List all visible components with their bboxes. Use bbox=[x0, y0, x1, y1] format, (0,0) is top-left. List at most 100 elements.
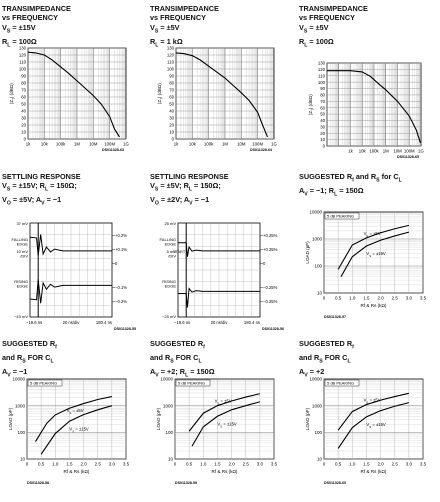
y-left-label: −43 mV bbox=[14, 314, 28, 319]
x-tick-label: 2.5 bbox=[243, 462, 250, 467]
x-tick-label: 0.5 bbox=[335, 296, 342, 301]
y-tick-label: 0 bbox=[24, 137, 27, 142]
y-tick-label: 90 bbox=[320, 86, 325, 91]
chart-svg: 25 mV FALLING EDGE 5 mV/DIV RISING EDGE −25 mV… bbox=[160, 221, 284, 331]
x-tick-label: 20 ns/div bbox=[63, 320, 81, 325]
x-tick-label: −19.6 ns bbox=[26, 320, 42, 325]
chart-panel-8: SUGGESTED Rf and RS FOR CL AV = +2; RL = 1… bbox=[148, 335, 294, 502]
x-tick-label: 1.5 bbox=[363, 462, 370, 467]
doc-code: DS011328-58 bbox=[27, 481, 49, 485]
peaking-box bbox=[27, 379, 63, 387]
y-tick-label: 10000 bbox=[12, 377, 25, 382]
y-tick-label: 50 bbox=[320, 112, 325, 117]
chart-title-line: SETTLING RESPONSE bbox=[2, 172, 81, 181]
y-tick-label: 20 bbox=[320, 131, 325, 136]
x-tick-label: 3.0 bbox=[406, 462, 413, 467]
chart-title: TRANSIMPEDANCE vs FREQUENCY VS = ±5V RL = 1… bbox=[150, 4, 219, 51]
x-tick-label: 1.5 bbox=[214, 462, 221, 467]
y-tick-label: 50 bbox=[169, 102, 174, 107]
y-left-label: FALLING EDGE bbox=[12, 237, 29, 247]
annotation-text: 5 dB PEAKING bbox=[30, 381, 57, 386]
chart-title: SUGGESTED Rf and RS FOR CL AV = −1 bbox=[2, 339, 57, 381]
x-tick-label: 0.5 bbox=[335, 462, 342, 467]
chart-title-line: and RS FOR CL bbox=[150, 352, 202, 365]
series-line-5v bbox=[188, 393, 260, 432]
x-tick-label: 3.5 bbox=[123, 462, 130, 467]
chart-title-line: and RS FOR CL bbox=[299, 352, 351, 365]
annotation-text: 5 dB PEAKING bbox=[178, 381, 205, 386]
chart-title-line: VS = ±15V bbox=[2, 22, 36, 35]
y-tick-label: 100 bbox=[314, 430, 322, 435]
chart-title-line: SETTLING RESPONSE bbox=[150, 172, 229, 181]
plot-frame bbox=[174, 378, 275, 460]
chart-title-line: RL = 100Ω bbox=[299, 36, 334, 49]
y-tick-label: 10000 bbox=[160, 377, 173, 382]
chart-title-line: VO = ±2V; AV = −1 bbox=[150, 195, 210, 207]
chart-title-line: VS = ±15V; RL = 150Ω; bbox=[2, 181, 77, 193]
y-axis-label: LOAD (pF) bbox=[156, 407, 161, 430]
x-tick-label: 1M bbox=[222, 142, 228, 147]
chart-title-line: SUGGESTED Rf bbox=[2, 339, 57, 351]
series-line-15v bbox=[40, 405, 113, 455]
x-tick-label: 180.4 ns bbox=[96, 320, 112, 325]
y-tick-label: 0 bbox=[323, 144, 326, 149]
x-tick-label: 2.5 bbox=[392, 296, 399, 301]
x-tick-label: 10M bbox=[393, 149, 402, 154]
series-label: VS = ±15V bbox=[217, 421, 236, 428]
y-left-label: −25 mV bbox=[162, 314, 176, 319]
y-tick-label: 70 bbox=[320, 99, 325, 104]
chart-title: TRANSIMPEDANCE vs FREQUENCY VS = ±15V RL = … bbox=[2, 4, 71, 51]
y-tick-label: 90 bbox=[21, 74, 26, 79]
series-label: VS = ±5V bbox=[364, 231, 381, 238]
chart-title-line: VS = ±5V bbox=[150, 22, 180, 35]
x-tick-label: 3.5 bbox=[271, 462, 278, 467]
x-tick-label: 2.0 bbox=[377, 296, 384, 301]
x-tick-label: 0 bbox=[323, 296, 326, 301]
chart-svg: 37 mV FALLING EDGE 10 mV/DIV RISING EDGE −43 m… bbox=[12, 221, 136, 331]
series-label: VS = ±15V bbox=[366, 422, 385, 429]
x-tick-label: 100M bbox=[252, 142, 263, 147]
y-tick-label: 10 bbox=[320, 137, 325, 142]
y-tick-label: 100 bbox=[19, 67, 27, 72]
y-tick-label: 80 bbox=[21, 81, 26, 86]
x-tick-label: 100k bbox=[204, 142, 214, 147]
chart-svg: 10 100 1000 10000 0 0.5 1.0 1.5 2.0 2.5 3.0 3.5 Rf &… bbox=[156, 377, 278, 485]
chart-svg: 10 100 1000 10000 0 0.5 1.0 1.5 2.0 2.5 3.0 3.5 Rf &… bbox=[305, 210, 427, 319]
x-tick-label: 1.5 bbox=[66, 462, 73, 467]
series-line-5v bbox=[337, 224, 409, 270]
y-right-label: +0.25% bbox=[263, 233, 278, 238]
chart-title-line: and RS FOR CL bbox=[2, 352, 54, 365]
chart-panel-4: SETTLING RESPONSE VS = ±15V; RL = 150Ω; VO… bbox=[0, 168, 146, 335]
chart-title-line: VO = ±5V; AV = −1 bbox=[2, 195, 62, 207]
peaking-box bbox=[324, 379, 360, 387]
series-line-15v bbox=[340, 231, 410, 278]
y-left-label: 5 mV/DIV bbox=[167, 249, 177, 259]
y-tick-label: 10 bbox=[20, 457, 26, 462]
y-tick-label: 30 bbox=[21, 116, 26, 121]
chart-title-line: TRANSIMPEDANCE bbox=[299, 4, 368, 13]
chart-panel-6: SUGGESTED Rf and RS for CL AV = −1; RL = … bbox=[297, 168, 440, 335]
y-tick-label: 80 bbox=[169, 81, 174, 86]
plot-frame bbox=[26, 378, 127, 460]
x-tick-label: 0.5 bbox=[186, 462, 193, 467]
x-tick-label: 3.5 bbox=[420, 462, 427, 467]
y-tick-label: 50 bbox=[21, 102, 26, 107]
x-tick-label: −19.6 ns bbox=[174, 320, 190, 325]
chart-title-line: RL = 100Ω bbox=[2, 36, 37, 49]
series-label: VS = ±5V bbox=[67, 408, 84, 415]
chart-panel-5: SETTLING RESPONSE VS = ±5V; RL = 150Ω; VO … bbox=[148, 168, 294, 335]
x-tick-label: 1.0 bbox=[200, 462, 207, 467]
chart-title-line: SUGGESTED Rf bbox=[299, 339, 354, 351]
chart-title-line: TRANSIMPEDANCE bbox=[150, 4, 219, 13]
chart-title-line: TRANSIMPEDANCE bbox=[2, 4, 71, 13]
peaking-box bbox=[324, 212, 360, 220]
y-tick-label: 10 bbox=[21, 130, 26, 135]
y-left-label: RISING EDGE bbox=[14, 279, 28, 289]
annotation-text: 5 dB PEAKING bbox=[327, 381, 354, 386]
chart-panel-7: SUGGESTED Rf and RS FOR CL AV = −1 10 100 100… bbox=[0, 335, 146, 502]
y-tick-label: 10000 bbox=[309, 210, 322, 215]
peaking-box bbox=[175, 379, 211, 387]
x-tick-label: 1M bbox=[74, 142, 80, 147]
y-tick-label: 1000 bbox=[15, 403, 26, 408]
x-axis-label: Rf & Rs (kΩ) bbox=[361, 303, 387, 308]
